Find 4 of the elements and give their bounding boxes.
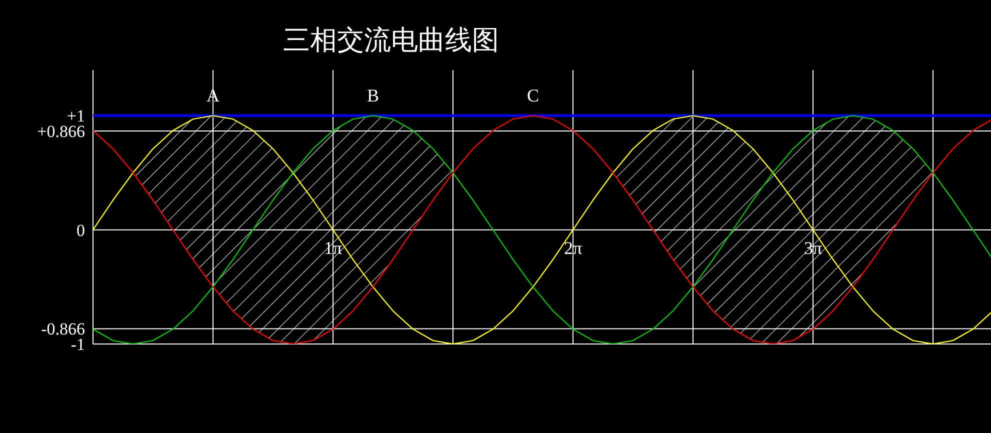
chart-title: 三相交流电曲线图 (283, 24, 499, 58)
y-tick-label: 0 (76, 220, 85, 240)
series-label: B (366, 86, 379, 106)
series-label: C (527, 86, 540, 106)
